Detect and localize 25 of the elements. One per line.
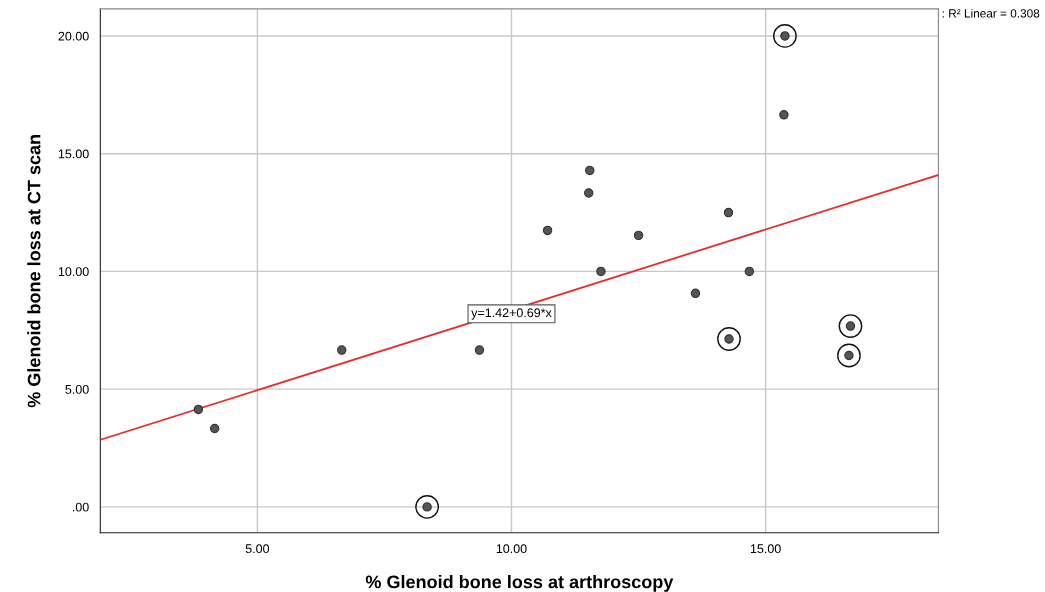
- point: [690, 288, 701, 299]
- point: [193, 404, 204, 415]
- x-tick-label: 10.00: [496, 544, 527, 554]
- point: [542, 225, 553, 236]
- y-tick-label: .00: [72, 502, 89, 512]
- x-tick-label: 15.00: [750, 544, 781, 554]
- x-axis-title: % Glenoid bone loss at arthroscopy: [365, 575, 674, 592]
- point: [633, 230, 644, 241]
- y-tick-label: 10.00: [58, 267, 89, 277]
- x-tick-label: 5.00: [245, 544, 270, 554]
- point: [723, 207, 734, 218]
- point: [779, 110, 789, 120]
- point: [337, 345, 347, 355]
- y-axis-title: % Glenoid bone loss at CT scan: [27, 135, 41, 408]
- text: : R² Linear = 0.308: [942, 8, 1040, 18]
- y-tick-label: 20.00: [58, 31, 89, 41]
- y-tick-label: 15.00: [58, 149, 89, 159]
- point: [209, 423, 220, 434]
- point: [585, 165, 595, 176]
- point: [474, 345, 485, 355]
- point: [744, 266, 755, 277]
- y-tick-label: 5.00: [65, 384, 89, 394]
- annotation: y=1.42+0.69*x: [471, 308, 552, 320]
- point: [584, 188, 594, 198]
- point: [596, 266, 606, 277]
